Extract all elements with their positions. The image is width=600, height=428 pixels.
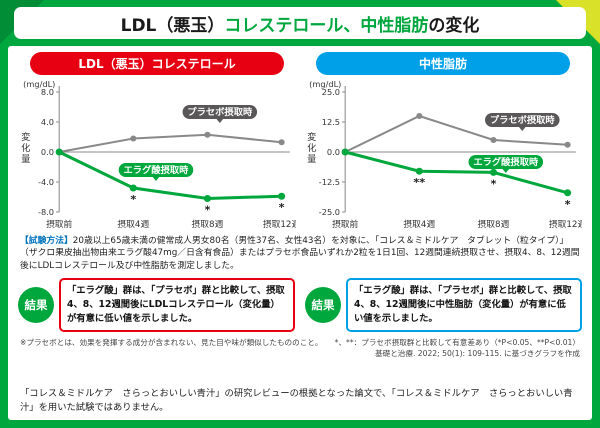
title-part-change: の変化	[428, 15, 480, 36]
svg-text:化: 化	[21, 142, 30, 154]
bottom-disclaimer: 「コレス＆ミドルケア さらっとおいしい青汁」の研究レビューの根拠となった論文で、…	[20, 388, 573, 413]
method-text: 20歳以上65歳未満の健常成人男女80名（男性37名、女性43名）を対象に、「コ…	[20, 236, 580, 271]
triglyceride-chart-title-badge: 中性脂肪	[316, 52, 570, 75]
method-paragraph: 【試験方法】20歳以上65歳未満の健常成人男女80名（男性37名、女性43名）を…	[20, 235, 580, 272]
svg-text:摂取12週: 摂取12週	[263, 218, 296, 230]
svg-text:化: 化	[307, 142, 316, 154]
svg-text:摂取4週: 摂取4週	[403, 218, 435, 230]
svg-text:変: 変	[307, 131, 316, 143]
svg-text:25.0: 25.0	[322, 87, 340, 97]
title-part-highlight: コレステロール、中性脂肪	[224, 15, 429, 36]
svg-text:*: *	[279, 201, 285, 214]
svg-text:摂取8週: 摂取8週	[478, 218, 510, 230]
svg-text:変: 変	[21, 131, 30, 143]
svg-text:-8.0: -8.0	[38, 207, 54, 217]
svg-text:量: 量	[21, 154, 30, 165]
ldl-chart-title-badge: LDL（悪玉）コレステロール	[30, 52, 284, 75]
svg-text:*: *	[565, 198, 571, 211]
triglyceride-result-text: 「エラグ酸」群は、「プラセボ」群と比較して、摂取4、8、12週間後に中性脂肪（変…	[346, 277, 582, 332]
svg-text:量: 量	[307, 154, 316, 165]
svg-text:-4.0: -4.0	[38, 177, 54, 187]
svg-text:エラグ酸摂取時: エラグ酸摂取時	[124, 164, 189, 176]
page-title: LDL（悪玉） コレステロール、中性脂肪 の変化	[14, 7, 586, 39]
svg-text:0.0: 0.0	[327, 147, 340, 157]
svg-text:摂取4週: 摂取4週	[117, 218, 149, 230]
svg-text:**: **	[413, 176, 425, 189]
triglyceride-result: 結果 「エラグ酸」群は、「プラセボ」群と比較して、摂取4、8、12週間後に中性脂…	[305, 277, 582, 332]
svg-text:12.5: 12.5	[322, 117, 340, 127]
charts-row: LDL（悪玉）コレステロール (mg/dL) 変化量 8.0 4.0 0.0 -4.0 -8…	[18, 52, 582, 232]
result-badge: 結果	[305, 286, 341, 323]
method-label: 【試験方法】	[20, 236, 73, 246]
triglyceride-chart-panel: 中性脂肪 (mg/dL) 変化量 25.0 12.5 0.0 -12.5 -25.0 摂取前 摂…	[304, 52, 582, 232]
svg-text:4.0: 4.0	[41, 117, 54, 127]
svg-text:*: *	[130, 193, 136, 206]
svg-text:摂取前: 摂取前	[332, 218, 359, 230]
significance-footnote: *、**：プラセボ摂取群と比較して有意差あり（*P<0.05、**P<0.01）	[334, 337, 580, 347]
title-part-ldl: LDL（悪玉）	[120, 15, 225, 36]
ldl-result: 結果 「エラグ酸」群は、「プラセボ」群と比較して、摂取4、8、12週間後にLDL…	[18, 277, 295, 332]
footnotes: ※プラセボとは、効果を発揮する成分が含まれない、見た目や味が類似したもののこと。…	[20, 337, 580, 359]
svg-text:-25.0: -25.0	[319, 207, 340, 217]
right-footnotes: *、**：プラセボ摂取群と比較して有意差あり（*P<0.05、**P<0.01）…	[335, 337, 580, 359]
ldl-chart-panel: LDL（悪玉）コレステロール (mg/dL) 変化量 8.0 4.0 0.0 -4.0 -8…	[18, 52, 296, 232]
svg-text:エラグ酸摂取時: エラグ酸摂取時	[473, 156, 538, 168]
ldl-result-text: 「エラグ酸」群は、「プラセボ」群と比較して、摂取4、8、12週間後にLDLコレス…	[59, 277, 295, 332]
result-badge: 結果	[18, 286, 54, 323]
svg-text:プラセボ摂取時: プラセボ摂取時	[187, 106, 252, 118]
results-row: 結果 「エラグ酸」群は、「プラセボ」群と比較して、摂取4、8、12週間後にLDL…	[18, 277, 582, 332]
svg-text:-12.5: -12.5	[319, 177, 340, 187]
content-area: LDL（悪玉）コレステロール (mg/dL) 変化量 8.0 4.0 0.0 -4.0 -8…	[8, 46, 592, 420]
svg-text:0.0: 0.0	[41, 147, 54, 157]
svg-text:(mg/dL): (mg/dL)	[309, 79, 341, 89]
svg-text:(mg/dL): (mg/dL)	[23, 79, 55, 89]
svg-text:摂取12週: 摂取12週	[549, 218, 582, 230]
placebo-footnote: ※プラセボとは、効果を発揮する成分が含まれない、見た目や味が類似したもののこと。	[20, 337, 323, 347]
svg-text:*: *	[490, 178, 496, 191]
svg-text:*: *	[204, 204, 210, 217]
svg-text:摂取8週: 摂取8週	[192, 218, 224, 230]
source-footnote: 基礎と治療. 2022; 50(1): 109-115. に基づきグラフを作成	[375, 348, 580, 358]
svg-text:摂取前: 摂取前	[46, 218, 73, 230]
svg-text:8.0: 8.0	[41, 87, 54, 97]
svg-text:プラセボ摂取時: プラセボ摂取時	[490, 114, 555, 126]
